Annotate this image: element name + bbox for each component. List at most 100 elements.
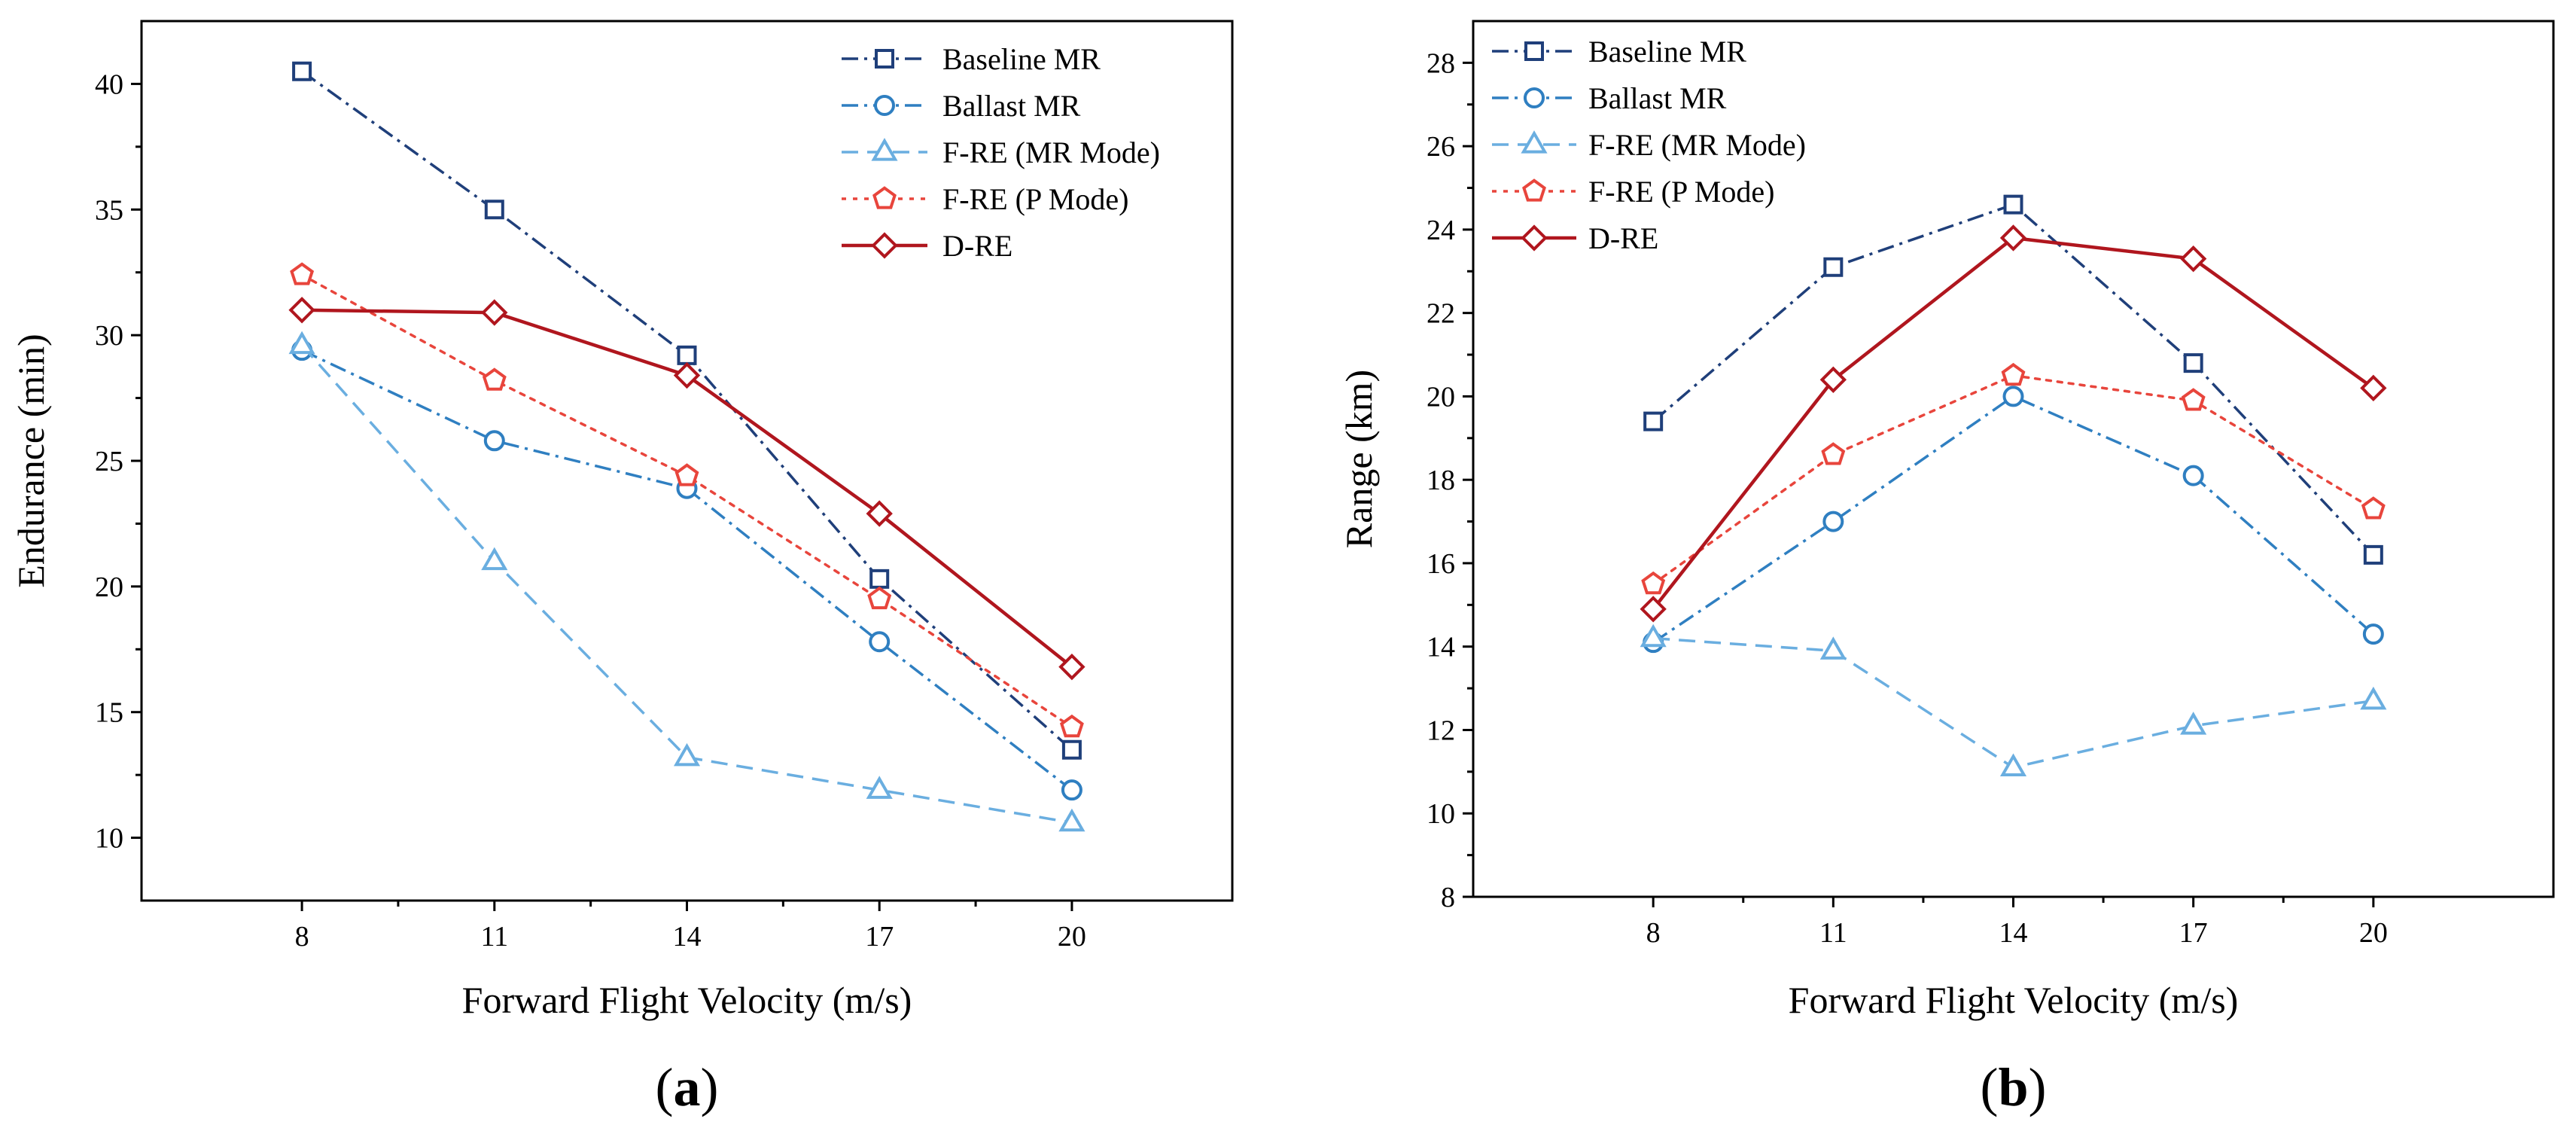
- y-axis-label: Endurance (min): [10, 334, 52, 587]
- data-point: [673, 742, 701, 767]
- data-point: [2360, 686, 2387, 710]
- series-line: [1652, 236, 2375, 611]
- data-point: [866, 500, 893, 527]
- data-point: [2001, 362, 2026, 386]
- legend-label: F-RE (P Mode): [1588, 175, 1774, 209]
- series-line: [1653, 636, 2374, 770]
- legend-entry: F-RE (MR Mode): [842, 136, 1160, 169]
- data-point: [2002, 386, 2024, 407]
- legend-entry: Baseline MR: [842, 42, 1101, 76]
- series-line: [300, 273, 1073, 729]
- y-tick-label: 24: [1427, 215, 1455, 246]
- x-axis-label: Forward Flight Velocity (m/s): [1789, 979, 2239, 1021]
- data-point: [1821, 442, 1846, 465]
- x-tick-label: 11: [480, 921, 508, 953]
- x-tick-label: 17: [2179, 917, 2208, 949]
- y-tick-label: 8: [1441, 882, 1455, 913]
- legend-entry: D-RE: [1492, 221, 1658, 255]
- legend-marker: [1524, 41, 1544, 61]
- legend-label: D-RE: [1588, 221, 1658, 255]
- data-point: [1059, 714, 1084, 738]
- x-tick-label: 20: [2359, 917, 2388, 949]
- data-point: [2360, 374, 2387, 402]
- legend-label: D-RE: [942, 229, 1012, 263]
- y-axis-label: Range (km): [1338, 370, 1380, 548]
- y-tick-label: 10: [1427, 798, 1455, 830]
- data-point: [288, 297, 315, 324]
- y-tick-label: 22: [1427, 298, 1455, 330]
- data-point: [482, 367, 507, 391]
- data-point: [1640, 623, 1667, 648]
- legend-label: Baseline MR: [1588, 35, 1746, 69]
- data-point: [1822, 511, 1844, 532]
- x-axis-label: Forward Flight Velocity (m/s): [462, 979, 912, 1021]
- data-point: [866, 776, 893, 799]
- data-point: [1061, 739, 1082, 760]
- y-tick-label: 20: [1427, 381, 1455, 413]
- series-F-RE (MR Mode): [288, 331, 1086, 832]
- y-tick-label: 20: [95, 572, 123, 603]
- legend-marker: [1521, 224, 1548, 251]
- data-point: [292, 61, 312, 81]
- x-tick-label: 17: [865, 921, 894, 953]
- data-point: [674, 463, 699, 486]
- data-point: [2362, 623, 2384, 645]
- series-Baseline MR: [1643, 194, 2383, 565]
- legend-entry: Baseline MR: [1492, 35, 1746, 69]
- data-point: [1819, 366, 1847, 393]
- series-F-RE (MR Mode): [1640, 623, 2387, 776]
- series-F-RE (P Mode): [290, 262, 1084, 738]
- x-tick-label: 14: [1999, 917, 2028, 949]
- y-tick-label: 28: [1427, 47, 1455, 79]
- legend-marker: [871, 232, 898, 259]
- data-point: [1819, 636, 1847, 660]
- data-point: [673, 361, 701, 389]
- legend-entry: F-RE (MR Mode): [1492, 128, 1806, 162]
- y-tick-label: 30: [95, 320, 123, 352]
- legend-marker: [872, 186, 897, 209]
- data-point: [481, 299, 508, 326]
- data-point: [1641, 571, 1666, 595]
- y-tick-label: 10: [95, 823, 123, 855]
- chart-panel-a: 10 15 20 25 30 35 40 8 11 14 17 20 Forward Flight Ve…: [10, 20, 1234, 1117]
- y-tick-label: 26: [1427, 131, 1455, 163]
- y-tick-label: 14: [1427, 632, 1455, 663]
- data-point: [2181, 388, 2206, 411]
- y-tick-label: 16: [1427, 548, 1455, 580]
- series-line: [301, 349, 1073, 791]
- y-tick-label: 15: [95, 697, 123, 729]
- data-point: [2363, 544, 2383, 565]
- series-Ballast MR: [1643, 386, 2384, 654]
- legend-label: F-RE (MR Mode): [942, 136, 1160, 169]
- data-point: [288, 331, 315, 355]
- legend-marker: [874, 95, 895, 116]
- data-point: [2183, 353, 2203, 373]
- legend-label: Baseline MR: [942, 42, 1101, 76]
- data-point: [1058, 653, 1086, 681]
- data-point: [677, 345, 697, 365]
- x-tick-label: 8: [1646, 917, 1661, 949]
- data-point: [2003, 194, 2023, 215]
- data-point: [483, 430, 505, 452]
- legend-marker: [875, 49, 894, 69]
- series-Ballast MR: [291, 340, 1082, 801]
- series-D-RE: [288, 297, 1086, 681]
- panel-label: (a): [656, 1057, 719, 1117]
- data-point: [1643, 411, 1664, 431]
- legend-entry: D-RE: [842, 229, 1012, 263]
- legend-entry: Ballast MR: [1492, 81, 1727, 115]
- legend-marker: [1521, 130, 1548, 154]
- data-point: [869, 631, 891, 653]
- series-D-RE: [1640, 224, 2387, 623]
- data-point: [1061, 779, 1082, 801]
- series-F-RE (P Mode): [1641, 362, 2386, 595]
- legend-marker: [1524, 87, 1545, 108]
- data-point: [1640, 596, 1667, 623]
- data-point: [1999, 224, 2027, 251]
- legend-label: F-RE (P Mode): [942, 182, 1128, 216]
- legend-entry: F-RE (P Mode): [842, 182, 1128, 216]
- y-tick-label: 25: [95, 446, 123, 477]
- data-point: [2180, 712, 2207, 735]
- x-tick-label: 11: [1819, 917, 1847, 949]
